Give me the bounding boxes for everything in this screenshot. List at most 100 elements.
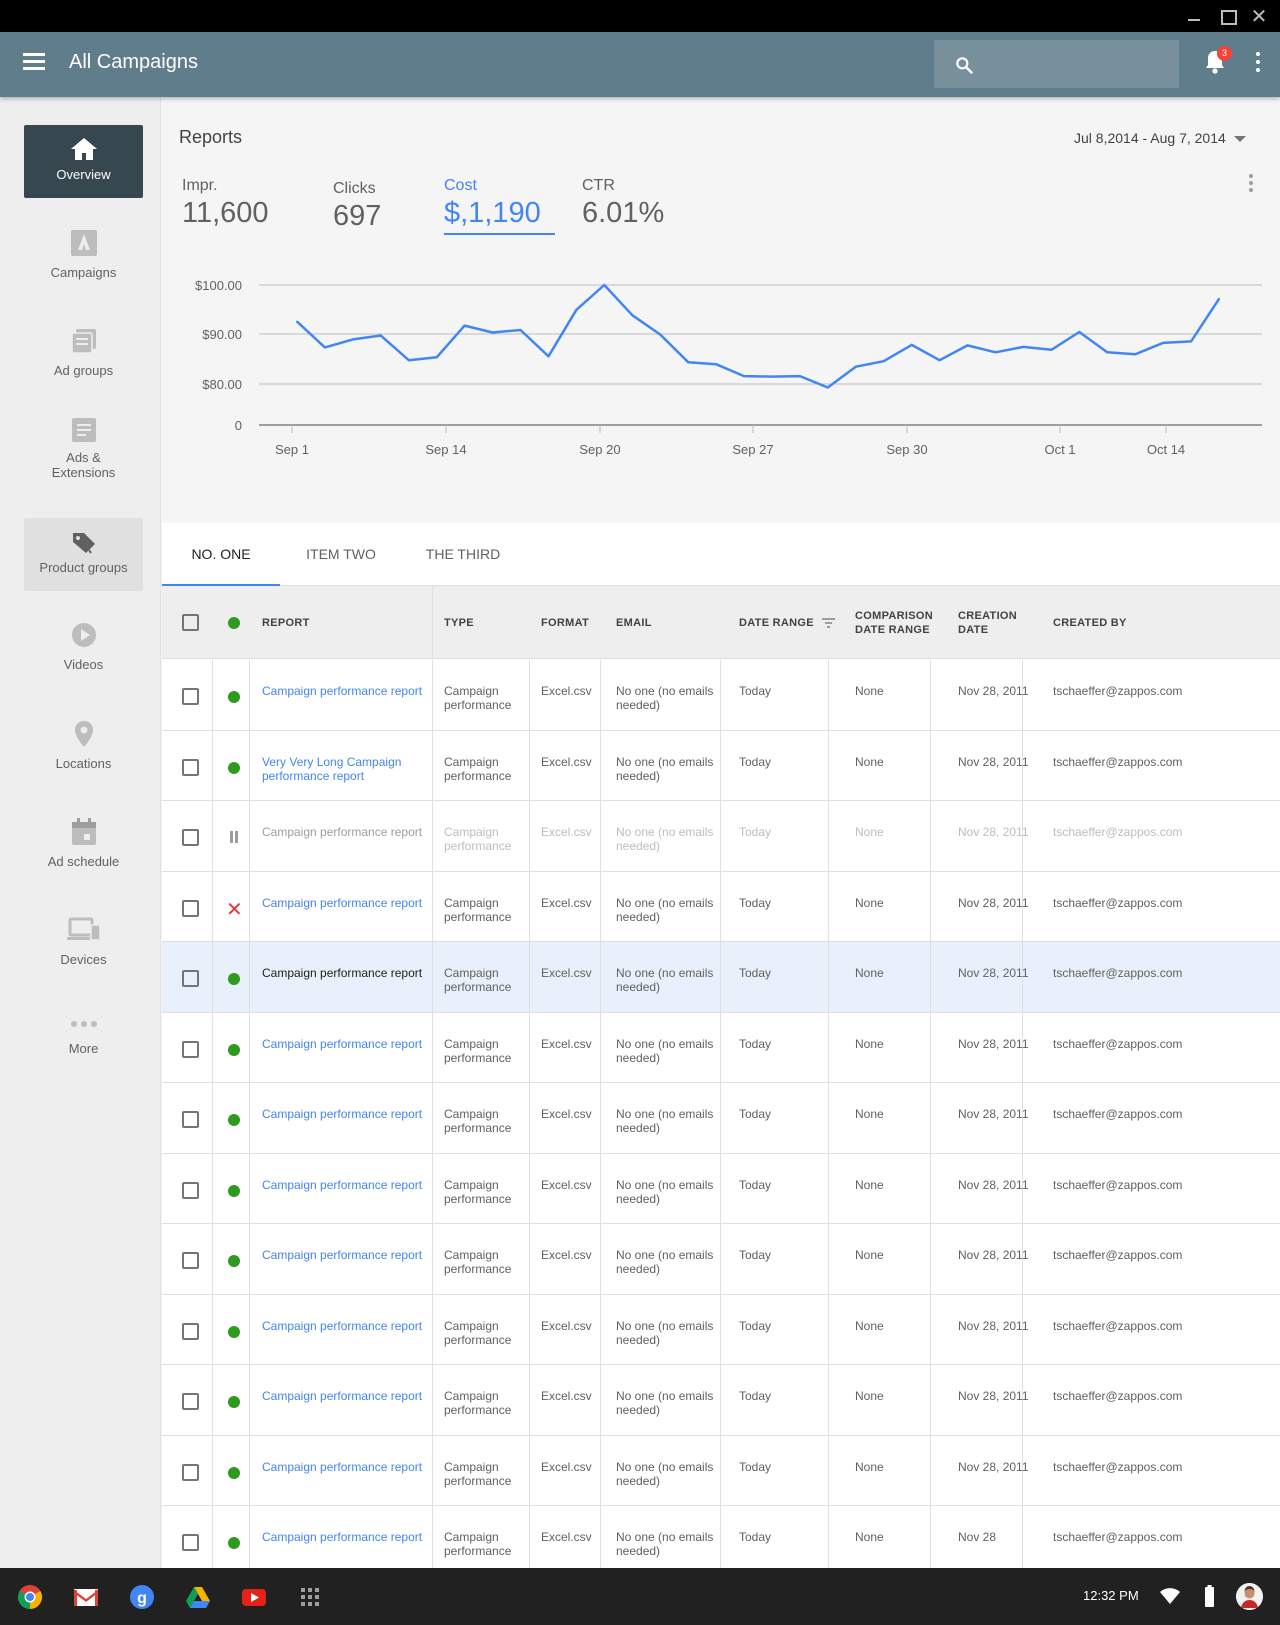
sidebar-item-locations[interactable]: Locations: [24, 720, 143, 776]
column-divider: [828, 1153, 829, 1224]
header-comparison-date-range[interactable]: COMPARISON DATE RANGE: [855, 609, 933, 636]
row-checkbox[interactable]: [182, 1111, 199, 1128]
table-row[interactable]: Campaign performance report Campaign perf…: [162, 1083, 1280, 1154]
cell-creation: Nov 28, 2011: [958, 1107, 1029, 1121]
row-checkbox[interactable]: [182, 899, 199, 917]
menu-icon[interactable]: [23, 53, 47, 71]
report-name-link[interactable]: Campaign performance report: [262, 895, 423, 910]
gmail-icon[interactable]: [73, 1584, 99, 1610]
sidebar-item-overview[interactable]: Overview: [24, 125, 143, 198]
search-input[interactable]: [984, 50, 1164, 78]
sidebar-item-ad-schedule[interactable]: Ad schedule: [24, 818, 143, 874]
sidebar-item-product-groups[interactable]: Product groups: [24, 518, 143, 591]
row-checkbox[interactable]: [182, 688, 199, 705]
filter-icon[interactable]: [821, 617, 835, 628]
row-checkbox[interactable]: [182, 1534, 199, 1551]
row-checkbox[interactable]: [182, 1252, 199, 1269]
minimize-icon[interactable]: [1184, 6, 1204, 26]
report-name-link[interactable]: Campaign performance report: [262, 966, 423, 980]
table-row[interactable]: Very Very Long Campaign performance repo…: [162, 730, 1280, 801]
close-icon[interactable]: ✕: [1250, 4, 1268, 28]
column-divider: [529, 1224, 530, 1295]
report-name-link[interactable]: Campaign performance report: [262, 1530, 423, 1544]
column-divider: [529, 1294, 530, 1365]
select-all-checkbox[interactable]: [182, 614, 199, 631]
row-checkbox[interactable]: [182, 1322, 199, 1340]
youtube-icon[interactable]: [241, 1584, 267, 1610]
header-format[interactable]: FORMAT: [541, 616, 590, 629]
column-divider: [600, 1365, 601, 1436]
sidebar-item-more[interactable]: More: [24, 1019, 143, 1069]
table-row[interactable]: Campaign performance report Campaign perf…: [162, 1153, 1280, 1224]
report-name-link[interactable]: Very Very Long Campaign performance repo…: [262, 754, 402, 783]
row-checkbox[interactable]: [182, 1181, 199, 1199]
sidebar-item-campaigns[interactable]: Campaigns: [24, 230, 143, 286]
table-row[interactable]: Campaign performance report Campaign perf…: [162, 1365, 1280, 1436]
drive-icon[interactable]: [185, 1584, 211, 1610]
table-row[interactable]: Campaign performance report Campaign perf…: [162, 1294, 1280, 1365]
data-point: [715, 363, 718, 366]
header-date-range[interactable]: DATE RANGE: [739, 586, 835, 659]
table-row[interactable]: Campaign performance report Campaign perf…: [162, 1435, 1280, 1506]
table-row[interactable]: Campaign performance report Campaign perf…: [162, 660, 1280, 731]
row-checkbox[interactable]: [182, 1040, 199, 1058]
system-clock[interactable]: 12:32 PM: [1083, 1588, 1139, 1603]
sidebar-item-videos[interactable]: Videos: [24, 622, 143, 678]
wifi-icon[interactable]: [1160, 1587, 1180, 1605]
row-checkbox[interactable]: [182, 829, 199, 846]
table-row[interactable]: Campaign performance report Campaign perf…: [162, 942, 1280, 1013]
battery-icon[interactable]: [1205, 1585, 1214, 1607]
row-checkbox[interactable]: [182, 1393, 199, 1410]
header-report[interactable]: REPORT: [262, 616, 310, 629]
sidebar-item-devices[interactable]: Devices: [24, 917, 143, 973]
metric-ctr[interactable]: CTR 6.01%: [582, 177, 664, 230]
table-row[interactable]: Campaign performance report Campaign perf…: [162, 1224, 1280, 1295]
tab-no-one[interactable]: NO. ONE: [162, 523, 280, 586]
report-name-link[interactable]: Campaign performance report: [262, 1177, 423, 1192]
table-row[interactable]: Campaign performance report Campaign perf…: [162, 1506, 1280, 1568]
table-row[interactable]: Campaign performance report Campaign perf…: [162, 1012, 1280, 1083]
row-checkbox[interactable]: [182, 970, 199, 987]
card-overflow-menu-icon[interactable]: [1248, 174, 1254, 194]
cell-creation: Nov 28, 2011: [958, 1177, 1029, 1192]
tab-the-third[interactable]: THE THIRD: [425, 546, 501, 562]
overflow-menu-icon[interactable]: [1255, 52, 1261, 76]
report-name-link[interactable]: Campaign performance report: [262, 684, 423, 698]
metric-cost[interactable]: Cost $,1,190: [444, 177, 555, 235]
row-checkbox[interactable]: [182, 1463, 199, 1481]
cell-date-range: Today: [739, 1530, 772, 1544]
sidebar-item-ad-groups[interactable]: Ad groups: [24, 328, 143, 384]
column-divider: [930, 1224, 931, 1295]
report-name-link[interactable]: Campaign performance report: [262, 1107, 423, 1121]
avatar[interactable]: [1236, 1583, 1263, 1610]
google-search-icon[interactable]: g: [129, 1584, 155, 1610]
header-creation-date[interactable]: CREATION DATE: [958, 609, 1018, 636]
report-name-link[interactable]: Campaign performance report: [262, 1459, 423, 1474]
metric-impressions[interactable]: Impr. 11,600: [182, 177, 269, 230]
search-icon[interactable]: [954, 55, 974, 75]
sidebar-item-ads-extensions[interactable]: Ads & Extensions: [24, 417, 143, 487]
header-email[interactable]: EMAIL: [616, 616, 652, 629]
tab-item-two[interactable]: ITEM TWO: [306, 546, 376, 562]
header-type[interactable]: TYPE: [444, 616, 474, 629]
app-launcher-icon[interactable]: [297, 1584, 323, 1610]
report-name-link[interactable]: Campaign performance report: [262, 825, 423, 839]
maximize-icon[interactable]: [1217, 6, 1237, 26]
column-divider: [432, 1506, 433, 1568]
data-point: [798, 375, 801, 378]
report-name-link[interactable]: Campaign performance report: [262, 1318, 423, 1333]
header-created-by[interactable]: CREATED BY: [1053, 616, 1127, 629]
table-row[interactable]: ✕ Campaign performance report Campaign per…: [162, 871, 1280, 942]
data-point: [296, 320, 298, 323]
report-name-link[interactable]: Campaign performance report: [262, 1248, 423, 1262]
row-checkbox[interactable]: [182, 758, 199, 776]
metric-clicks[interactable]: Clicks 697: [333, 180, 381, 233]
cell-format: Excel.csv: [541, 1389, 592, 1403]
report-name-link[interactable]: Campaign performance report: [262, 1036, 423, 1051]
table-row[interactable]: Campaign performance report Campaign perf…: [162, 801, 1280, 872]
data-point: [603, 284, 606, 286]
search-box[interactable]: [934, 40, 1179, 88]
chrome-icon[interactable]: [17, 1584, 43, 1610]
report-name-link[interactable]: Campaign performance report: [262, 1389, 423, 1403]
date-range-picker[interactable]: Jul 8,2014 - Aug 7, 2014: [1074, 130, 1246, 146]
